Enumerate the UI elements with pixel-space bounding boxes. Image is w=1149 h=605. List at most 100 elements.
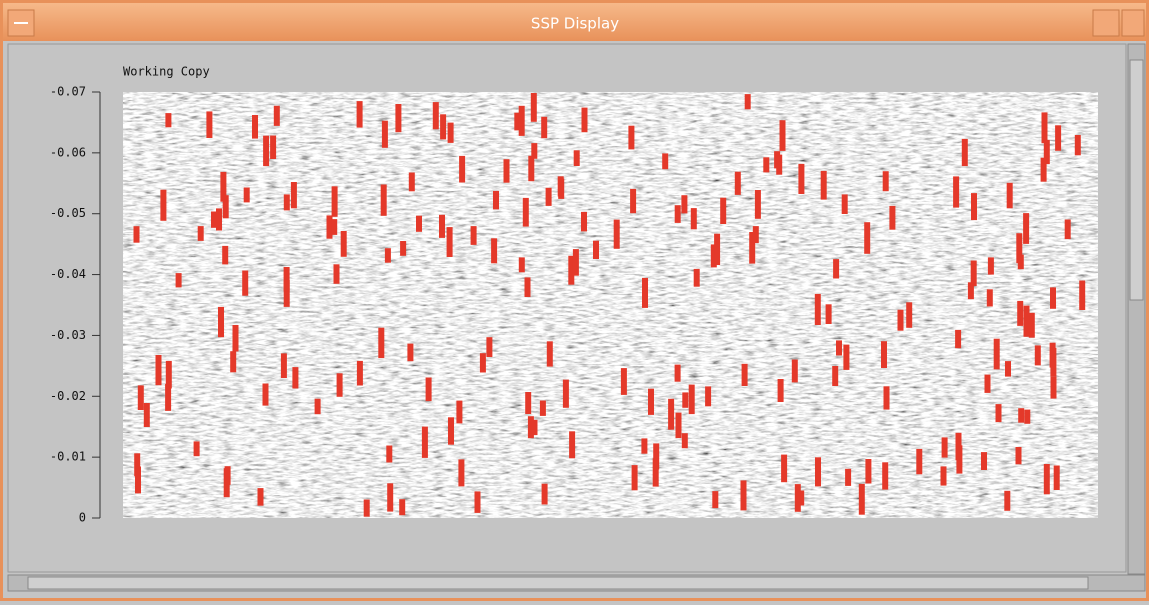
- pick-mark: [546, 188, 552, 206]
- pick-mark: [981, 452, 987, 470]
- pick-mark: [753, 226, 759, 243]
- pick-mark: [458, 459, 464, 486]
- pick-mark: [542, 484, 548, 505]
- window-title: SSP Display: [531, 15, 619, 33]
- pick-mark: [447, 227, 453, 257]
- pick-mark: [292, 367, 298, 388]
- pick-mark: [194, 441, 200, 456]
- pick-mark: [270, 136, 276, 160]
- pick-mark: [833, 259, 839, 278]
- pick-mark: [1044, 464, 1050, 494]
- pick-mark: [815, 294, 821, 325]
- pick-mark: [694, 269, 700, 287]
- pick-mark: [1035, 345, 1041, 365]
- pick-mark: [471, 226, 477, 245]
- pick-mark: [689, 385, 695, 415]
- pick-mark: [832, 366, 838, 386]
- pick-mark: [780, 120, 786, 151]
- pick-mark: [395, 104, 401, 132]
- pick-mark: [381, 185, 387, 216]
- pick-mark: [258, 488, 264, 506]
- pick-mark: [528, 156, 534, 181]
- pick-mark: [385, 248, 391, 263]
- pick-mark: [252, 115, 258, 139]
- pick-mark: [648, 389, 654, 415]
- pick-mark: [675, 205, 681, 223]
- y-tick-label: -0.03: [50, 328, 86, 342]
- pick-mark: [1075, 135, 1081, 155]
- pick-mark: [399, 499, 405, 515]
- pick-mark: [582, 108, 588, 133]
- pick-mark: [1018, 255, 1024, 270]
- pick-mark: [1050, 287, 1056, 308]
- pick-mark: [1016, 447, 1022, 464]
- pick-mark: [630, 189, 636, 213]
- pick-mark: [337, 373, 343, 397]
- pick-mark: [971, 193, 977, 220]
- pick-mark: [364, 500, 370, 517]
- horizontal-scroll-thumb[interactable]: [28, 577, 1088, 589]
- pick-mark: [1051, 377, 1057, 399]
- pick-mark: [1007, 183, 1013, 209]
- pick-mark: [573, 249, 579, 276]
- pick-mark: [486, 337, 492, 357]
- pick-mark: [1017, 301, 1023, 326]
- pick-mark: [519, 257, 525, 272]
- pick-mark: [898, 310, 904, 331]
- pick-mark: [836, 340, 842, 355]
- pick-mark: [621, 368, 627, 395]
- pick-mark: [614, 220, 620, 249]
- pick-mark: [741, 480, 747, 510]
- pick-mark: [1054, 466, 1060, 491]
- pick-mark: [882, 462, 888, 489]
- pick-mark: [156, 355, 162, 385]
- pick-mark: [1004, 491, 1010, 511]
- pick-mark: [475, 491, 481, 513]
- y-tick-label: -0.07: [50, 85, 86, 99]
- pick-mark: [883, 171, 889, 191]
- pick-mark: [996, 404, 1002, 422]
- pick-mark: [480, 353, 486, 372]
- pick-mark: [440, 114, 446, 139]
- pick-mark: [1018, 408, 1024, 423]
- maximize-button[interactable]: [1122, 10, 1144, 36]
- minimize-button[interactable]: [1093, 10, 1119, 36]
- pick-mark: [532, 420, 538, 435]
- pick-mark: [593, 241, 599, 259]
- pick-mark: [705, 386, 711, 406]
- pick-mark: [222, 246, 228, 265]
- pick-mark: [971, 261, 977, 287]
- pick-mark: [563, 380, 569, 408]
- pick-mark: [166, 361, 172, 389]
- pick-mark: [682, 392, 688, 407]
- vertical-scroll-thumb[interactable]: [1130, 60, 1143, 300]
- pick-mark: [798, 164, 804, 194]
- pick-mark: [821, 171, 827, 200]
- pick-mark: [281, 353, 287, 378]
- pick-mark: [525, 392, 531, 414]
- pick-mark: [778, 379, 784, 402]
- y-tick-label: -0.06: [50, 145, 86, 159]
- pick-mark: [284, 267, 290, 291]
- pick-mark: [387, 483, 393, 511]
- pick-mark: [574, 150, 580, 166]
- pick-mark: [459, 156, 465, 183]
- pick-mark: [1029, 313, 1035, 338]
- pick-mark: [357, 101, 363, 128]
- pick-mark: [843, 345, 849, 370]
- pick-mark: [433, 102, 439, 129]
- chart-subtitle: Working Copy: [123, 65, 210, 79]
- pick-mark: [641, 438, 647, 453]
- pick-mark: [407, 344, 413, 362]
- pick-mark: [422, 427, 428, 458]
- pick-mark: [230, 351, 236, 372]
- pick-mark: [334, 264, 340, 284]
- pick-mark: [160, 190, 166, 221]
- window: SSP Display Working Copy 0-0.01-0.02-0.0…: [0, 0, 1149, 601]
- pick-mark: [206, 111, 212, 138]
- y-tick-label: -0.04: [50, 267, 86, 281]
- y-tick-label: -0.05: [50, 206, 86, 220]
- pick-mark: [792, 360, 798, 383]
- pick-mark: [504, 159, 510, 183]
- pick-mark: [881, 341, 887, 368]
